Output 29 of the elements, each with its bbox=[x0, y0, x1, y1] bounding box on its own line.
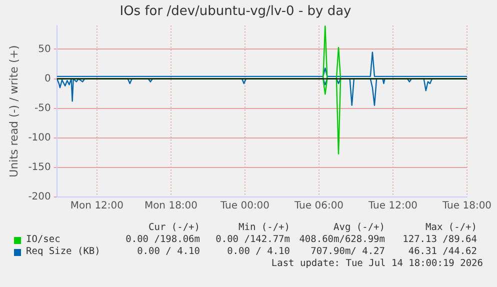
x-tick-label: Mon 12:00 bbox=[70, 200, 124, 212]
legend-label: Req Size (KB) bbox=[26, 246, 100, 257]
text: 127.13 /89.64 bbox=[402, 234, 477, 245]
text: 0.00 /198.06m bbox=[126, 234, 200, 245]
text: Min (-/+) bbox=[238, 222, 290, 233]
x-tick-label: Tue 06:00 bbox=[293, 200, 344, 212]
y-tick-label: -200 bbox=[28, 192, 51, 203]
x-tick-label: Tue 12:00 bbox=[367, 200, 418, 212]
text: Last update: Tue Jul 14 18:00:19 2026 bbox=[271, 258, 483, 271]
text: 0.00 /142.77m bbox=[216, 234, 290, 245]
text: 707.90m/ 4.27 bbox=[310, 246, 385, 257]
text: 408.60m/628.99m bbox=[299, 234, 385, 245]
x-tick-label: Tue 18:00 bbox=[441, 200, 492, 212]
text: 0.00 / 4.10 bbox=[227, 246, 290, 257]
y-tick-label: 0 bbox=[44, 73, 51, 84]
text: 46.31 /44.62 bbox=[408, 246, 477, 257]
x-tick-label: Mon 18:00 bbox=[144, 200, 198, 212]
y-axis-title: Units read (-) / write (+) bbox=[7, 45, 20, 178]
y-tick-label: -100 bbox=[28, 132, 51, 144]
text: Max (-/+) bbox=[426, 222, 477, 233]
text: Cur (-/+) bbox=[148, 222, 200, 233]
text: Avg (-/+) bbox=[334, 222, 385, 233]
x-tick-label: Tue 00:00 bbox=[219, 200, 270, 212]
legend-label: IO/sec bbox=[26, 234, 60, 245]
y-tick-label: 50 bbox=[38, 44, 51, 55]
y-tick-label: -50 bbox=[34, 102, 51, 114]
y-tick-label: -150 bbox=[28, 162, 51, 174]
chart-title: IOs for /dev/ubuntu-vg/lv-0 - by day bbox=[120, 4, 352, 20]
text: 0.00 / 4.10 bbox=[137, 246, 200, 257]
